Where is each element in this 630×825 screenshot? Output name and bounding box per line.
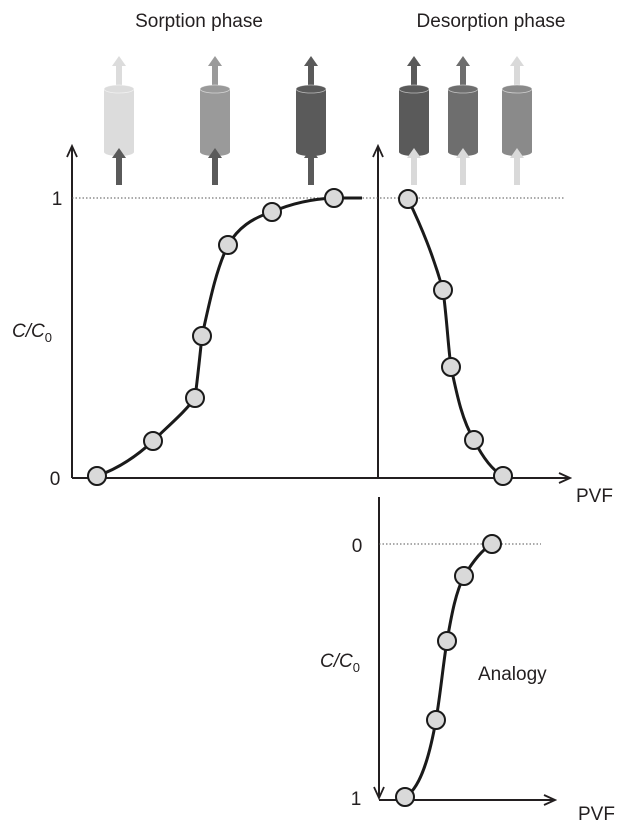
column-3 [295,56,327,185]
lower-y-axis-label: C/C0 [320,651,360,675]
flow-arrow-up-icon [510,56,524,92]
column-cylinder-icon [199,84,231,156]
column-cylinder-icon [103,84,135,156]
data-point-marker [464,430,484,450]
flow-arrow-up-icon [456,56,470,92]
elution-curve [406,198,504,478]
data-point-marker [218,235,238,255]
data-point-marker [454,566,474,586]
data-point-marker [395,787,415,807]
column-cylinder-icon [398,84,430,156]
column-4 [398,56,430,185]
data-point-marker [437,631,457,651]
data-point-marker [87,466,107,486]
main-data-markers [87,188,513,486]
column-cylinder-icon [501,84,533,156]
data-point-marker [192,326,212,346]
lower-chart: 0 1 C/C0 PVF Analogy [320,497,615,825]
column-1 [103,56,135,185]
lower-y-axis-label-main: C/C [320,651,353,672]
data-point-marker [262,202,282,222]
flow-arrow-up-icon [456,148,470,185]
lower-data-markers [395,534,502,807]
data-point-marker [482,534,502,554]
lower-x-axis-label: PVF [578,804,615,825]
column-6 [501,56,533,185]
data-point-marker [433,280,453,300]
lower-y-tick-zero: 0 [352,536,363,557]
main-y-axis-label-sub: 0 [45,330,52,345]
analogy-annotation: Analogy [478,664,547,685]
data-point-marker [398,189,418,209]
data-point-marker [324,188,344,208]
data-point-marker [441,357,461,377]
main-y-axis-label: C/C0 [12,321,52,345]
flow-arrow-up-icon [407,148,421,185]
column-cylinder-icon [447,84,479,156]
column-cylinder-icon [295,84,327,156]
column-5 [447,56,479,185]
main-x-axis-label: PVF [576,486,613,507]
lower-y-tick-one: 1 [351,789,362,810]
column-2 [199,56,231,185]
data-point-marker [493,466,513,486]
flow-arrow-up-icon [112,148,126,185]
main-chart: 1 0 C/C0 PVF [12,146,613,507]
data-point-marker [426,710,446,730]
main-y-axis-label-main: C/C [12,321,45,342]
flow-arrow-up-icon [112,56,126,92]
data-point-marker [143,431,163,451]
flow-arrow-up-icon [510,148,524,185]
lower-y-axis-label-sub: 0 [353,660,360,675]
sorption-phase-title: Sorption phase [135,11,263,32]
flow-arrow-up-icon [304,56,318,92]
data-point-marker [185,388,205,408]
desorption-phase-title: Desorption phase [417,11,566,32]
flow-arrow-up-icon [407,56,421,92]
y-tick-zero: 0 [50,469,61,490]
flow-arrow-up-icon [208,148,222,185]
y-tick-one: 1 [52,189,63,210]
column-illustrations [103,56,533,185]
flow-arrow-up-icon [304,148,318,185]
flow-arrow-up-icon [208,56,222,92]
